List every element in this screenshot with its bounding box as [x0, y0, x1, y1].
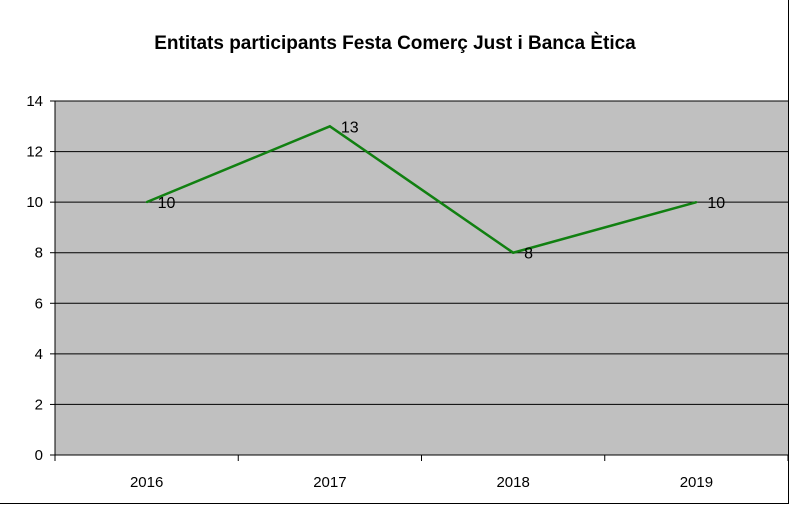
- data-point: [145, 201, 148, 204]
- x-tick-label: 2016: [130, 474, 163, 491]
- y-tick-label: 6: [35, 295, 43, 312]
- y-tick-label: 4: [35, 346, 43, 363]
- y-tick-label: 0: [35, 447, 43, 464]
- y-tick-label: 14: [26, 93, 43, 110]
- data-point: [328, 125, 331, 128]
- x-tick-label: 2018: [496, 474, 529, 491]
- data-label: 10: [707, 195, 725, 212]
- data-label: 8: [524, 246, 533, 263]
- y-tick-label: 8: [35, 245, 43, 262]
- plot-background: [55, 101, 788, 455]
- chart-title: Entitats participants Festa Comerç Just …: [154, 33, 636, 54]
- data-label: 13: [341, 119, 359, 136]
- x-tick-label: 2019: [680, 474, 713, 491]
- y-tick-label: 2: [35, 396, 43, 413]
- series-line: [146, 124, 697, 255]
- data-point: [512, 251, 515, 254]
- y-tick-label: 12: [26, 144, 43, 161]
- data-point: [695, 201, 698, 204]
- data-label: 10: [158, 195, 176, 212]
- y-tick-label: 10: [26, 194, 43, 211]
- x-tick-label: 2017: [313, 474, 346, 491]
